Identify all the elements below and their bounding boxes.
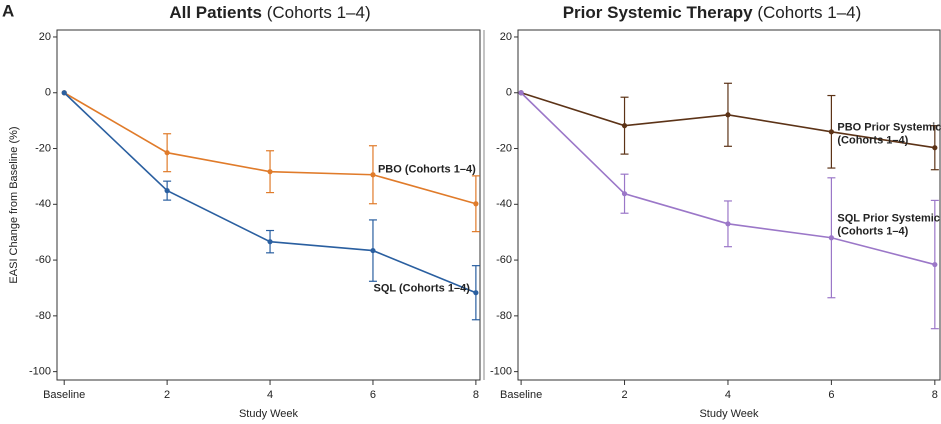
title-bold: All Patients xyxy=(169,3,262,22)
y-tick-label: -60 xyxy=(496,254,512,266)
data-point xyxy=(725,221,731,227)
data-point xyxy=(473,290,479,296)
data-point xyxy=(621,191,628,197)
chart-title: All Patients (Cohorts 1–4) xyxy=(169,3,370,22)
x-axis-label: Study Week xyxy=(699,408,759,420)
x-tick-label: 6 xyxy=(828,389,834,401)
panel-label: A xyxy=(2,1,14,20)
x-axis-label: Study Week xyxy=(239,408,299,420)
y-axis-label: EASI Change from Baseline (%) xyxy=(8,126,20,283)
y-tick-label: -40 xyxy=(496,198,512,210)
x-tick-label: Baseline xyxy=(500,389,542,401)
x-tick-label: 4 xyxy=(267,389,273,401)
data-point xyxy=(932,145,938,151)
y-tick-label: -40 xyxy=(35,198,51,210)
series-label: (Cohorts 1–4) xyxy=(837,135,908,147)
data-point xyxy=(370,247,376,254)
y-tick-label: -100 xyxy=(490,366,512,378)
data-point xyxy=(473,201,479,207)
series-label: (Cohorts 1–4) xyxy=(837,226,908,238)
data-point xyxy=(267,169,273,175)
y-tick-label: -80 xyxy=(35,310,51,322)
data-point xyxy=(518,90,524,96)
x-tick-label: 2 xyxy=(164,389,170,401)
title-suffix: (Cohorts 1–4) xyxy=(267,3,371,22)
plot-frame xyxy=(56,29,481,381)
data-point xyxy=(164,188,170,194)
data-point xyxy=(725,112,731,118)
title-suffix: (Cohorts 1–4) xyxy=(757,3,861,22)
x-tick-label: 4 xyxy=(725,389,731,401)
x-tick-label: 6 xyxy=(370,389,376,401)
data-point xyxy=(370,172,376,178)
x-tick-label: 8 xyxy=(932,389,938,401)
data-point xyxy=(932,261,938,268)
x-tick-label: Baseline xyxy=(43,389,85,401)
plot-frame xyxy=(517,29,941,381)
y-tick-label: 20 xyxy=(500,31,512,43)
series-label: SQL Prior Systemic xyxy=(837,213,940,225)
y-tick-label: -20 xyxy=(496,142,512,154)
data-point xyxy=(267,239,273,245)
y-tick-label: 20 xyxy=(39,31,51,43)
y-tick-label: -60 xyxy=(35,254,51,266)
chart-title: Prior Systemic Therapy (Cohorts 1–4) xyxy=(563,3,862,22)
y-tick-label: 0 xyxy=(45,87,51,99)
series-label: PBO Prior Systemic xyxy=(837,122,941,134)
data-point xyxy=(621,123,628,129)
x-tick-label: 8 xyxy=(473,389,479,401)
title-bold: Prior Systemic Therapy xyxy=(563,3,753,22)
series-label: SQL (Cohorts 1–4) xyxy=(374,283,471,295)
data-point xyxy=(828,235,834,241)
y-tick-label: -100 xyxy=(29,366,51,378)
y-tick-label: -20 xyxy=(35,142,51,154)
data-point xyxy=(164,150,170,156)
x-tick-label: 2 xyxy=(621,389,627,401)
data-point xyxy=(61,90,67,96)
y-tick-label: -80 xyxy=(496,310,512,322)
series-label: PBO (Cohorts 1–4) xyxy=(378,164,476,176)
data-point xyxy=(828,129,834,135)
y-tick-label: 0 xyxy=(506,87,512,99)
